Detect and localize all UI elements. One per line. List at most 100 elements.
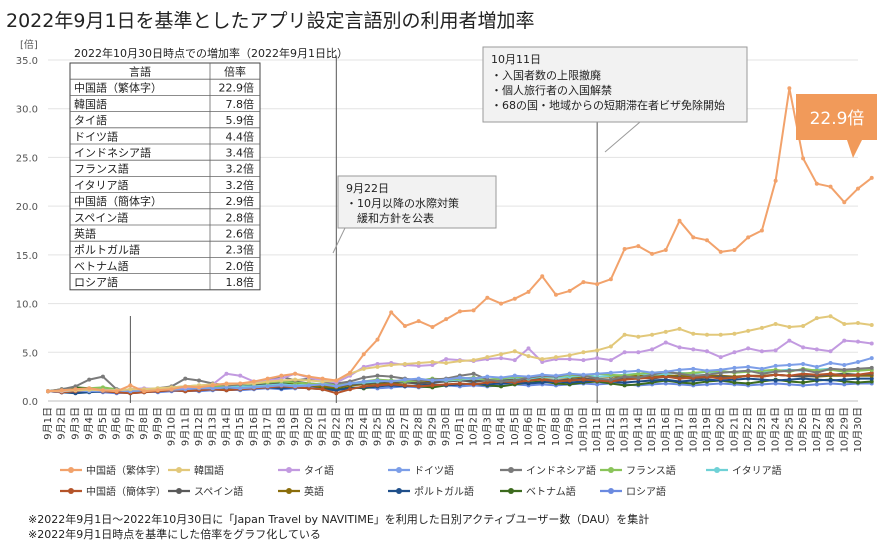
data-point bbox=[402, 323, 407, 328]
data-point bbox=[732, 369, 737, 374]
data-point bbox=[663, 329, 668, 334]
data-point bbox=[402, 377, 407, 382]
data-point bbox=[718, 376, 723, 381]
data-point bbox=[581, 350, 586, 355]
data-point bbox=[46, 389, 50, 394]
data-point bbox=[567, 378, 572, 383]
data-point bbox=[499, 301, 504, 306]
data-point bbox=[334, 391, 339, 396]
data-point bbox=[677, 379, 682, 384]
table-cell-language: ロシア語 bbox=[74, 275, 118, 289]
data-point bbox=[787, 368, 792, 373]
x-tick-label: 10月23日 bbox=[756, 407, 768, 452]
data-point bbox=[828, 366, 833, 371]
data-point bbox=[787, 86, 792, 91]
data-point bbox=[567, 357, 572, 362]
table-cell-rate: 2.0倍 bbox=[226, 259, 255, 273]
data-point bbox=[485, 355, 490, 360]
data-point bbox=[361, 384, 366, 389]
data-point bbox=[663, 381, 668, 386]
x-tick-label: 10月20日 bbox=[715, 407, 727, 452]
data-point bbox=[773, 322, 778, 327]
data-point bbox=[773, 369, 778, 374]
data-point bbox=[595, 376, 600, 381]
table-header-cell: 倍率 bbox=[224, 65, 246, 79]
data-point bbox=[485, 374, 490, 379]
data-point bbox=[814, 364, 819, 369]
table-cell-rate: 2.6倍 bbox=[226, 227, 255, 241]
data-point bbox=[856, 360, 860, 365]
legend-marker bbox=[176, 467, 182, 473]
data-point bbox=[183, 376, 188, 381]
data-point bbox=[499, 379, 504, 384]
data-point bbox=[430, 362, 435, 367]
data-point bbox=[856, 366, 860, 371]
x-tick-label: 10月25日 bbox=[783, 407, 795, 452]
data-point bbox=[499, 384, 504, 389]
data-point bbox=[608, 377, 613, 382]
series-lines bbox=[46, 86, 874, 396]
data-point bbox=[801, 367, 806, 372]
x-tick-label: 9月13日 bbox=[207, 407, 219, 446]
x-tick-label: 10月8日 bbox=[550, 407, 562, 446]
data-point bbox=[759, 374, 764, 379]
data-point bbox=[499, 352, 504, 357]
legend-label: 英語 bbox=[304, 485, 324, 498]
data-point bbox=[828, 381, 833, 386]
data-point bbox=[828, 361, 833, 366]
data-point bbox=[128, 383, 133, 388]
legend-label: ベトナム語 bbox=[526, 485, 576, 498]
data-point bbox=[677, 367, 682, 372]
data-point bbox=[224, 381, 229, 386]
data-point bbox=[499, 356, 504, 361]
x-tick-label: 9月23日 bbox=[344, 407, 356, 446]
data-point bbox=[540, 372, 545, 377]
data-point bbox=[636, 382, 641, 387]
x-tick-label: 9月27日 bbox=[399, 407, 411, 446]
data-point bbox=[416, 319, 421, 324]
data-point bbox=[444, 361, 449, 366]
table-cell-rate: 22.9倍 bbox=[219, 81, 255, 95]
y-axis-label: [倍] bbox=[20, 38, 38, 51]
data-point bbox=[787, 382, 792, 387]
data-point bbox=[828, 314, 833, 319]
data-point bbox=[856, 380, 860, 385]
data-point bbox=[540, 380, 545, 385]
data-point bbox=[663, 377, 668, 382]
table-cell-rate: 1.8倍 bbox=[226, 275, 255, 289]
data-point bbox=[718, 381, 723, 386]
data-point bbox=[801, 374, 806, 379]
data-point bbox=[224, 388, 229, 393]
data-point bbox=[650, 347, 655, 352]
table-caption: 2022年10月30日時点での増加率（2022年9月1日比） bbox=[74, 46, 348, 60]
data-point bbox=[430, 324, 435, 329]
table-cell-rate: 3.2倍 bbox=[226, 178, 255, 192]
data-point bbox=[512, 296, 517, 301]
data-point bbox=[704, 349, 709, 354]
annotation-sep22-line1: ・10月以降の水際対策 bbox=[346, 196, 459, 210]
legend-marker bbox=[176, 488, 182, 494]
x-tick-label: 10月3日 bbox=[481, 407, 493, 446]
data-point bbox=[828, 378, 833, 383]
x-tick-label: 10月7日 bbox=[536, 407, 548, 446]
data-point bbox=[471, 308, 476, 313]
data-point bbox=[402, 361, 407, 366]
x-tick-label: 10月13日 bbox=[619, 407, 631, 452]
table-cell-rate: 3.4倍 bbox=[226, 146, 255, 160]
annotation-sep22-line2: 緩和方針を公表 bbox=[346, 211, 434, 225]
y-tick-label: 5.0 bbox=[22, 348, 38, 359]
data-point bbox=[787, 324, 792, 329]
data-point bbox=[306, 374, 311, 379]
data-point bbox=[100, 374, 105, 379]
data-point bbox=[718, 355, 723, 360]
table-cell-language: ポルトガル語 bbox=[74, 243, 140, 257]
x-tick-label: 10月19日 bbox=[701, 407, 713, 452]
data-point bbox=[746, 376, 751, 381]
data-point bbox=[471, 382, 476, 387]
data-point bbox=[306, 378, 311, 383]
data-point bbox=[636, 334, 641, 339]
data-point bbox=[677, 371, 682, 376]
y-tick-label: 10.0 bbox=[16, 300, 38, 311]
data-point bbox=[389, 362, 394, 367]
x-tick-label: 9月24日 bbox=[358, 407, 370, 446]
